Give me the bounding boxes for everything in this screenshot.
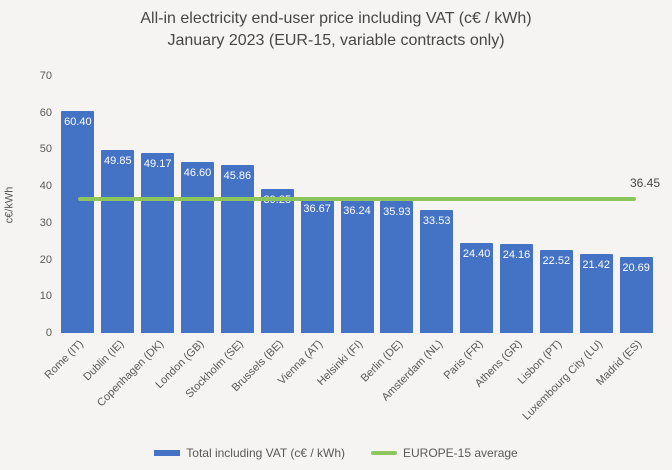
y-tick-label: 40	[39, 180, 52, 193]
y-tick-label: 50	[39, 143, 52, 156]
bar: 35.93	[380, 201, 414, 333]
bar-value-label: 24.40	[462, 248, 491, 261]
y-tick-label: 60	[39, 106, 52, 119]
bar-value-label: 60.40	[64, 116, 92, 129]
bar: 46.60	[181, 161, 214, 333]
y-tick-label: 10	[39, 290, 52, 303]
bar-value-label: 49.85	[104, 155, 132, 167]
x-category-label: Luxembourg City (LU)	[520, 338, 605, 423]
x-axis: Rome (IT) Dublin (IE) Copenhagen (DK) Londo…	[43, 338, 656, 438]
bar-value-label: 24.16	[502, 249, 531, 262]
bar: 24.16	[500, 244, 533, 333]
legend-label-average: EUROPE-15 average	[403, 446, 518, 460]
bar: 22.52	[539, 250, 573, 333]
y-axis: 0 10 20 30 40 50 60 70	[0, 70, 52, 339]
average-value-label: 36.45	[629, 176, 660, 191]
bar: 24.40	[460, 243, 494, 333]
bar: 45.86	[220, 164, 254, 333]
y-tick-label: 0	[45, 327, 52, 339]
legend-label-total: Total including VAT (c€ / kWh)	[186, 446, 345, 460]
bar-value-label: 35.93	[383, 206, 411, 219]
bar-value-label: 49.17	[143, 157, 172, 170]
bar-value-label: 45.86	[223, 169, 252, 182]
legend-item-average: EUROPE-15 average	[371, 446, 518, 460]
bar-value-label: 22.52	[542, 255, 571, 268]
bar-value-label: 20.69	[622, 262, 650, 274]
bar: 49.17	[141, 152, 175, 333]
y-tick-label: 70	[39, 70, 52, 82]
y-tick-label: 30	[39, 216, 52, 229]
legend-line-swatch-icon	[371, 451, 397, 455]
bar: 20.69	[619, 257, 653, 333]
bar: 36.24	[340, 199, 374, 333]
chart-title-line1: All-in electricity end-user price includ…	[140, 10, 532, 27]
bar: 36.67	[300, 198, 334, 333]
bar-value-label: 33.53	[422, 214, 451, 227]
bar-value-label: 21.42	[582, 259, 610, 272]
legend-bar-swatch-icon	[154, 450, 181, 456]
legend-item-total: Total including VAT (c€ / kWh)	[154, 446, 345, 460]
bar: 49.85	[101, 150, 135, 333]
legend: Total including VAT (c€ / kWh) EUROPE-15…	[0, 446, 672, 460]
bar: 39.25	[260, 188, 294, 333]
chart-title: All-in electricity end-user price includ…	[0, 8, 672, 52]
plot-area: 60.40 49.85 49.17 46.60 45.86 39.25 36.67 36.24…	[58, 76, 660, 333]
chart-title-line2: January 2023 (EUR-15, variable contracts…	[167, 32, 505, 49]
average-line	[77, 197, 636, 202]
bar-value-label: 46.60	[183, 166, 212, 179]
bar: 33.53	[420, 209, 454, 333]
bar-value-label: 36.24	[343, 204, 371, 217]
bar: 21.42	[579, 254, 613, 333]
bar: 60.40	[61, 111, 95, 333]
bar-value-label: 36.67	[303, 203, 331, 216]
x-category-label: Rome (IT)	[42, 338, 87, 382]
y-tick-label: 20	[39, 253, 52, 266]
